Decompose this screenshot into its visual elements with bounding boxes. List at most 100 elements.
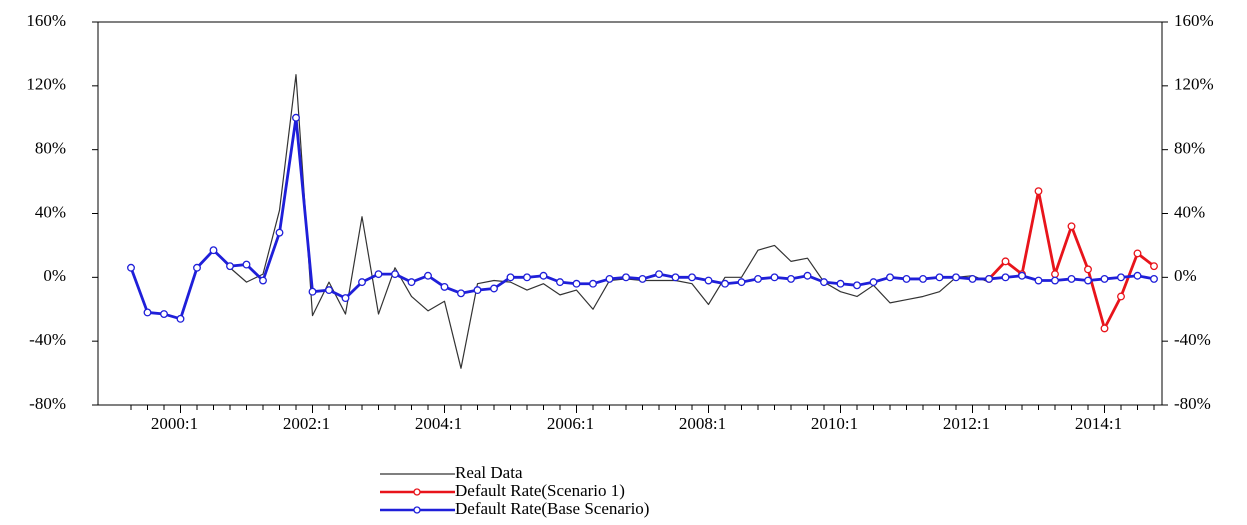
series-marker — [506, 273, 515, 282]
series-line — [987, 189, 1155, 330]
series-marker — [622, 273, 630, 282]
series-marker — [275, 228, 284, 237]
series-marker — [985, 274, 993, 283]
series-marker — [440, 282, 449, 291]
series-marker — [1133, 249, 1142, 258]
series-marker — [1100, 274, 1109, 283]
series-marker — [209, 246, 218, 255]
series-marker — [1067, 274, 1076, 283]
series-marker — [490, 284, 498, 293]
series-marker — [341, 294, 350, 303]
legend-label: Real Data — [455, 463, 523, 482]
series-marker — [1001, 273, 1010, 282]
series-marker — [572, 279, 581, 288]
series-marker — [721, 279, 729, 288]
series-marker — [457, 289, 465, 298]
series-marker — [259, 276, 267, 285]
series-marker — [556, 278, 564, 287]
series-marker — [1034, 187, 1043, 196]
series-marker — [671, 273, 680, 282]
plot-frame — [97, 21, 1163, 406]
series-marker — [655, 270, 663, 279]
x-tick-label: 2006:1 — [547, 414, 594, 433]
series-marker — [1001, 257, 1010, 266]
y2-tick-label: -40% — [1174, 330, 1211, 349]
series-marker — [968, 274, 977, 283]
x-tick-label: 2000:1 — [151, 414, 198, 433]
series-marker — [358, 278, 366, 287]
series-marker — [176, 314, 185, 323]
y2-tick-label: 40% — [1174, 202, 1205, 221]
x-tick-label: 2004:1 — [415, 414, 462, 433]
y-tick-label: -40% — [29, 330, 66, 349]
series-marker — [292, 113, 300, 122]
series-marker — [1150, 262, 1158, 271]
series-marker — [325, 286, 333, 295]
series-marker — [605, 274, 614, 283]
series-line — [129, 116, 1155, 321]
y2-tick-label: 160% — [1174, 11, 1214, 30]
y-tick-label: 0% — [43, 266, 66, 285]
series-marker — [1133, 271, 1142, 280]
x-tick-label: 2014:1 — [1075, 414, 1122, 433]
series-marker — [242, 260, 251, 269]
y2-tick-label: 80% — [1174, 139, 1205, 158]
series-marker — [1018, 271, 1026, 280]
series-marker — [1051, 270, 1059, 279]
series-marker — [1051, 276, 1059, 285]
y2-tick-label: -80% — [1174, 394, 1211, 413]
series-marker — [1117, 273, 1125, 282]
series-marker — [374, 270, 383, 279]
series-marker — [1084, 265, 1092, 274]
series-marker — [1067, 222, 1076, 231]
series-marker — [160, 310, 168, 318]
y-tick-label: 40% — [35, 202, 66, 221]
series-marker — [473, 286, 482, 295]
series-marker — [127, 263, 135, 272]
series-marker — [1034, 276, 1043, 285]
series-marker — [1084, 276, 1092, 285]
series-marker — [308, 287, 317, 296]
series-marker — [770, 273, 779, 282]
series-marker — [1100, 324, 1109, 333]
y2-tick-label: 0% — [1174, 266, 1197, 285]
series-marker — [737, 278, 746, 287]
series-marker — [391, 270, 399, 279]
series-marker — [1150, 274, 1158, 283]
series-marker — [688, 273, 696, 282]
y2-tick-label: 120% — [1174, 75, 1214, 94]
series-marker — [869, 278, 878, 287]
y-tick-label: 120% — [26, 75, 66, 94]
y-tick-label: -80% — [29, 394, 66, 413]
x-tick-label: 2010:1 — [811, 414, 858, 433]
series-marker — [539, 271, 548, 280]
series-marker — [143, 308, 152, 317]
legend-label: Default Rate(Scenario 1) — [455, 481, 625, 500]
legend-marker — [413, 488, 421, 496]
series-marker — [754, 274, 762, 283]
y-tick-label: 80% — [35, 139, 66, 158]
series-marker — [902, 274, 911, 283]
series-marker — [803, 271, 812, 280]
series-marker — [638, 274, 647, 283]
series-marker — [589, 279, 597, 288]
series-marker — [836, 279, 845, 288]
series-marker — [820, 278, 828, 287]
series-marker — [787, 274, 795, 283]
legend-marker — [413, 506, 421, 514]
series-marker — [424, 271, 432, 280]
y-tick-label: 160% — [26, 11, 66, 30]
x-tick-label: 2008:1 — [679, 414, 726, 433]
series-marker — [952, 273, 960, 282]
series-marker — [704, 276, 713, 285]
series-line — [130, 74, 990, 369]
series-marker — [193, 263, 201, 272]
legend-label: Default Rate(Base Scenario) — [455, 499, 649, 518]
series-marker — [886, 273, 894, 282]
series-marker — [407, 278, 416, 287]
series-marker — [919, 274, 927, 283]
series-marker — [935, 273, 944, 282]
x-tick-label: 2002:1 — [283, 414, 330, 433]
series-marker — [1117, 292, 1125, 301]
